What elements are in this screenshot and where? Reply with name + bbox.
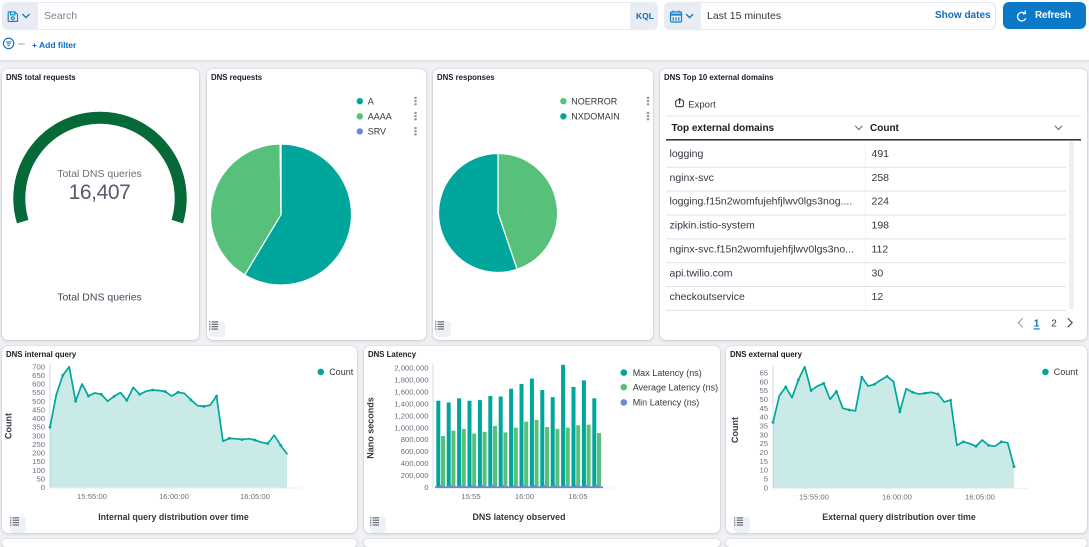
svg-text:AAAA: AAAA xyxy=(368,112,392,122)
svg-text:258: 258 xyxy=(872,172,890,184)
svg-text:112: 112 xyxy=(872,243,889,255)
svg-text:checkoutservice: checkoutservice xyxy=(670,291,745,303)
svg-text:20: 20 xyxy=(759,448,768,457)
svg-text:16:00:00: 16:00:00 xyxy=(882,492,912,501)
svg-text:DNS latency observed: DNS latency observed xyxy=(473,512,566,522)
svg-text:Export: Export xyxy=(688,100,716,111)
svg-text:1,800,000: 1,800,000 xyxy=(394,375,428,384)
svg-text:30: 30 xyxy=(872,267,884,279)
svg-text:10: 10 xyxy=(759,466,768,475)
svg-text:Total DNS queries: Total DNS queries xyxy=(57,291,142,303)
svg-text:15:55: 15:55 xyxy=(461,492,480,501)
svg-text:250: 250 xyxy=(32,440,45,449)
svg-text:16,407: 16,407 xyxy=(69,181,131,204)
svg-text:198: 198 xyxy=(872,220,890,232)
svg-text:Count: Count xyxy=(870,123,900,134)
svg-text:1: 1 xyxy=(1034,319,1040,330)
svg-text:1,600,000: 1,600,000 xyxy=(394,387,428,396)
svg-text:5: 5 xyxy=(764,475,768,484)
svg-text:logging.f15n2womfujehfjlwv0lgs: logging.f15n2womfujehfjlwv0lgs3nog.... xyxy=(670,196,853,208)
svg-text:1,400,000: 1,400,000 xyxy=(394,399,428,408)
svg-text:Nano seconds: Nano seconds xyxy=(366,397,376,459)
svg-text:Internal query distribution ov: Internal query distribution over time xyxy=(98,512,249,522)
svg-text:16:00: 16:00 xyxy=(515,492,534,501)
svg-text:16:05: 16:05 xyxy=(568,492,587,501)
svg-text:Top external domains: Top external domains xyxy=(672,123,775,134)
svg-text:550: 550 xyxy=(32,388,45,397)
svg-text:Count: Count xyxy=(1054,367,1079,377)
svg-text:Average Latency (ns): Average Latency (ns) xyxy=(633,382,718,392)
svg-text:Total DNS queries: Total DNS queries xyxy=(57,168,142,180)
svg-text:25: 25 xyxy=(759,439,768,448)
svg-text:30: 30 xyxy=(759,430,768,439)
svg-text:0: 0 xyxy=(41,483,45,492)
svg-text:50: 50 xyxy=(759,395,768,404)
svg-text:400: 400 xyxy=(32,414,45,423)
svg-text:A: A xyxy=(368,96,374,106)
svg-text:500: 500 xyxy=(32,397,45,406)
svg-text:55: 55 xyxy=(759,386,768,395)
svg-text:200,000: 200,000 xyxy=(401,471,429,480)
svg-text:16:05:00: 16:05:00 xyxy=(240,492,270,501)
svg-text:0: 0 xyxy=(764,483,768,492)
svg-text:2,000,000: 2,000,000 xyxy=(394,363,428,372)
svg-text:Min Latency (ns): Min Latency (ns) xyxy=(633,398,700,408)
svg-text:12: 12 xyxy=(872,291,884,303)
svg-text:0: 0 xyxy=(424,483,428,492)
svg-text:1,000,000: 1,000,000 xyxy=(394,423,428,432)
svg-text:api.twilio.com: api.twilio.com xyxy=(670,267,733,279)
svg-text:600: 600 xyxy=(32,380,45,389)
svg-text:350: 350 xyxy=(32,423,45,432)
svg-text:65: 65 xyxy=(759,368,768,377)
svg-text:nginx-svc.f15n2womfujehfjlwv0l: nginx-svc.f15n2womfujehfjlwv0lgs3no... xyxy=(670,243,854,255)
svg-text:NOERROR: NOERROR xyxy=(571,96,618,106)
svg-text:491: 491 xyxy=(872,148,890,160)
svg-text:Max Latency (ns): Max Latency (ns) xyxy=(633,368,702,378)
svg-text:150: 150 xyxy=(32,457,45,466)
svg-text:100: 100 xyxy=(32,466,45,475)
svg-text:450: 450 xyxy=(32,405,45,414)
svg-text:50: 50 xyxy=(36,474,45,483)
svg-text:1,200,000: 1,200,000 xyxy=(394,411,428,420)
svg-text:400,000: 400,000 xyxy=(401,459,429,468)
svg-text:15:55:00: 15:55:00 xyxy=(77,492,107,501)
svg-text:800,000: 800,000 xyxy=(401,435,429,444)
svg-text:Count: Count xyxy=(329,367,354,377)
svg-text:16:05:00: 16:05:00 xyxy=(965,492,995,501)
svg-text:650: 650 xyxy=(32,371,45,380)
svg-text:SRV: SRV xyxy=(368,127,386,137)
svg-text:16:00:00: 16:00:00 xyxy=(159,492,189,501)
svg-text:60: 60 xyxy=(759,377,768,386)
svg-text:224: 224 xyxy=(872,196,890,208)
svg-text:15: 15 xyxy=(759,457,768,466)
svg-text:45: 45 xyxy=(759,404,768,413)
svg-text:600,000: 600,000 xyxy=(401,447,429,456)
svg-text:200: 200 xyxy=(32,449,45,458)
svg-text:35: 35 xyxy=(759,421,768,430)
svg-text:15:55:00: 15:55:00 xyxy=(799,492,829,501)
svg-text:Count: Count xyxy=(730,417,740,443)
svg-text:2: 2 xyxy=(1051,319,1057,330)
svg-text:External query distribution ov: External query distribution over time xyxy=(822,512,976,522)
svg-text:NXDOMAIN: NXDOMAIN xyxy=(571,112,620,122)
svg-text:700: 700 xyxy=(32,362,45,371)
svg-text:zipkin.istio-system: zipkin.istio-system xyxy=(670,220,755,232)
svg-text:nginx-svc: nginx-svc xyxy=(670,172,714,184)
svg-text:40: 40 xyxy=(759,413,768,422)
svg-text:300: 300 xyxy=(32,431,45,440)
svg-text:logging: logging xyxy=(670,148,704,160)
svg-text:Count: Count xyxy=(4,413,14,439)
